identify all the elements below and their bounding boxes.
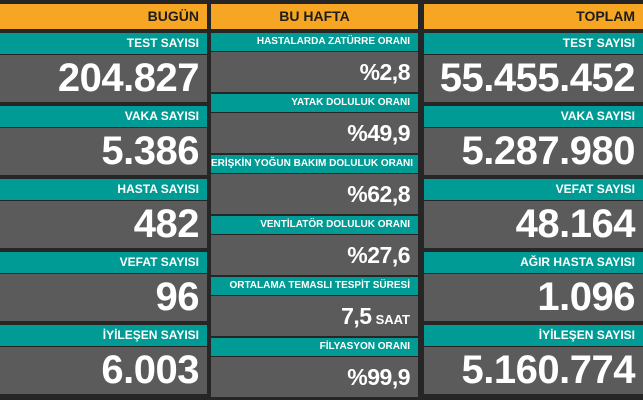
stat-label: AĞIR HASTA SAYISI xyxy=(424,252,643,273)
stat-value: %99,9 xyxy=(211,357,418,397)
stat-label: TEST SAYISI xyxy=(424,33,643,54)
stat-label: VAKA SAYISI xyxy=(0,106,207,127)
stat-value: %49,9 xyxy=(211,113,418,153)
stat-label: VEFAT SAYISI xyxy=(0,252,207,273)
stat-label: FİLYASYON ORANI xyxy=(211,338,418,356)
stat-value: %2,8 xyxy=(211,52,418,92)
value-text: %27,6 xyxy=(347,242,410,268)
stat-label: YATAK DOLULUK ORANI xyxy=(211,94,418,112)
stat-label: VEFAT SAYISI xyxy=(424,179,643,200)
stat-label: İYİLEŞEN SAYISI xyxy=(0,325,207,346)
value-text: %2,8 xyxy=(359,59,411,85)
stat-label: TEST SAYISI xyxy=(0,33,207,54)
stat-value: 48.164 xyxy=(424,201,643,248)
stat-value: 96 xyxy=(0,274,207,321)
column-header: TOPLAM xyxy=(424,4,643,29)
value-text: 204.827 xyxy=(57,56,200,100)
value-unit: SAAT xyxy=(375,312,410,327)
value-text: 7,5 xyxy=(341,303,372,329)
value-text: 5.386 xyxy=(101,129,199,173)
stat-value: 204.827 xyxy=(0,55,207,102)
stat-value: %27,6 xyxy=(211,235,418,275)
stat-label: ORTALAMA TEMASLI TESPİT SÜRESİ xyxy=(211,277,418,295)
value-text: 482 xyxy=(133,202,200,246)
stat-label: HASTALARDA ZATÜRRE ORANI xyxy=(211,33,418,51)
stat-label: ERİŞKİN YOĞUN BAKIM DOLULUK ORANI xyxy=(211,155,418,173)
stat-value: 5.386 xyxy=(0,128,207,175)
stat-label: HASTA SAYISI xyxy=(0,179,207,200)
stat-value: 5.287.980 xyxy=(424,128,643,175)
stat-label: VENTİLATÖR DOLULUK ORANI xyxy=(211,216,418,234)
column-header: BU HAFTA xyxy=(211,4,418,29)
value-text: %62,8 xyxy=(347,181,410,207)
stat-value: 482 xyxy=(0,201,207,248)
value-text: %49,9 xyxy=(347,120,410,146)
stat-value: 6.003 xyxy=(0,347,207,394)
value-text: 1.096 xyxy=(537,275,635,319)
value-text: 48.164 xyxy=(515,202,636,246)
stat-value: 55.455.452 xyxy=(424,55,643,102)
value-text: 5.287.980 xyxy=(461,129,636,173)
stat-value: 1.096 xyxy=(424,274,643,321)
stat-value: 7,5 SAAT xyxy=(211,296,418,336)
value-text: 96 xyxy=(155,275,200,319)
column-header: BUGÜN xyxy=(0,4,207,29)
value-text: %99,9 xyxy=(347,364,410,390)
stat-value: %62,8 xyxy=(211,174,418,214)
value-text: 55.455.452 xyxy=(439,56,636,100)
stat-value: 5.160.774 xyxy=(424,347,643,394)
value-text: 5.160.774 xyxy=(461,348,636,392)
stat-label: VAKA SAYISI xyxy=(424,106,643,127)
value-text: 6.003 xyxy=(101,348,199,392)
stat-label: İYİLEŞEN SAYISI xyxy=(424,325,643,346)
